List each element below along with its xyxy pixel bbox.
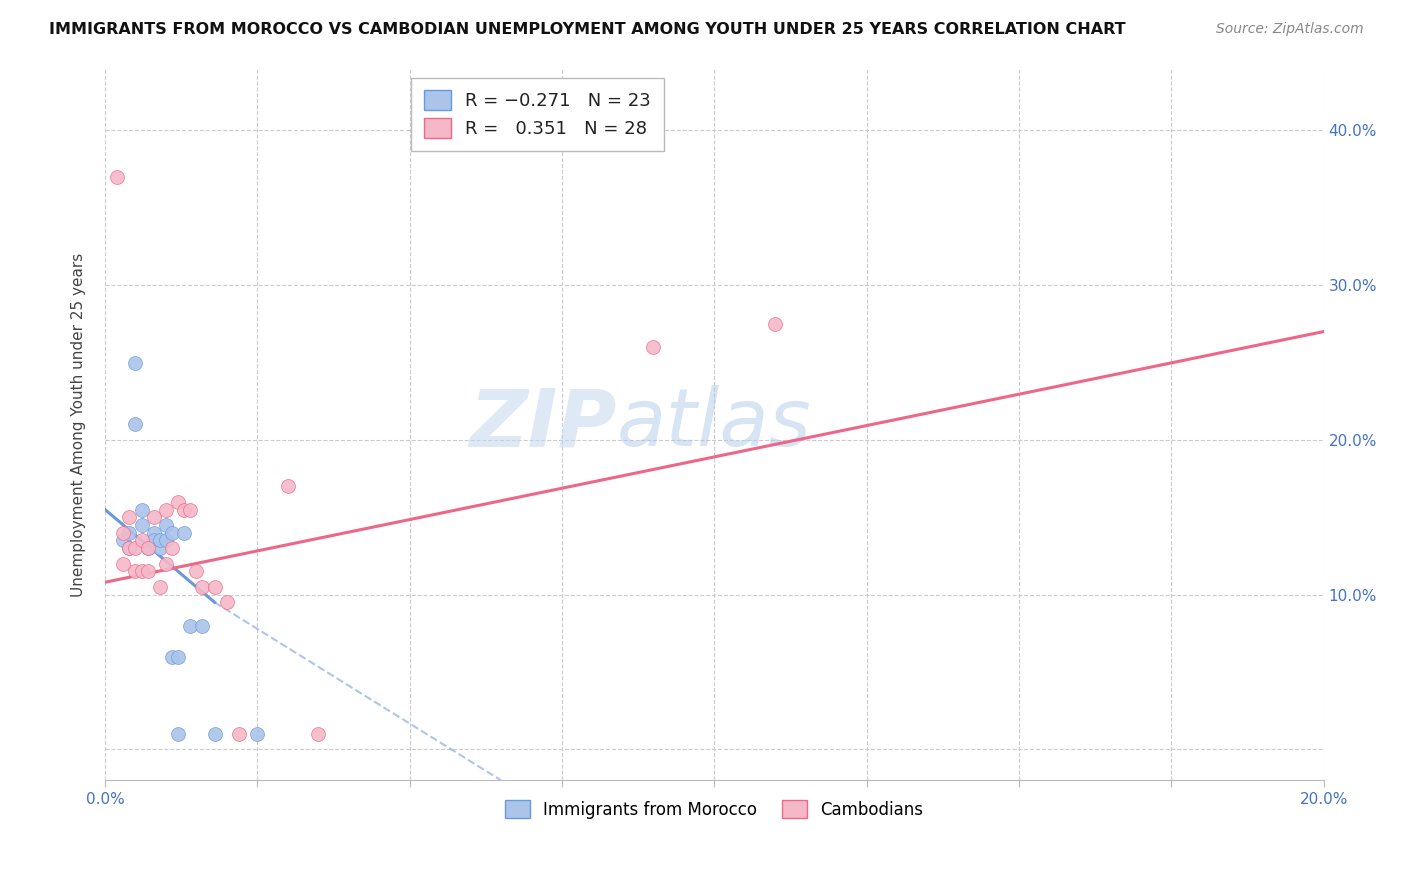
Point bbox=[155, 557, 177, 571]
Point bbox=[246, 727, 269, 741]
Point bbox=[142, 525, 165, 540]
Text: ZIP: ZIP bbox=[470, 385, 617, 464]
Point bbox=[179, 502, 201, 516]
Point bbox=[277, 479, 299, 493]
Point bbox=[167, 727, 190, 741]
Point bbox=[155, 502, 177, 516]
Point bbox=[160, 649, 183, 664]
Point bbox=[118, 541, 141, 556]
Point bbox=[105, 169, 128, 184]
Point bbox=[173, 502, 195, 516]
Point bbox=[186, 565, 208, 579]
Point bbox=[142, 510, 165, 524]
Point bbox=[131, 533, 153, 548]
Point bbox=[173, 525, 195, 540]
Point bbox=[149, 533, 172, 548]
Text: IMMIGRANTS FROM MOROCCO VS CAMBODIAN UNEMPLOYMENT AMONG YOUTH UNDER 25 YEARS COR: IMMIGRANTS FROM MOROCCO VS CAMBODIAN UNE… bbox=[49, 22, 1126, 37]
Point bbox=[228, 727, 250, 741]
Point bbox=[118, 525, 141, 540]
Point bbox=[131, 502, 153, 516]
Point bbox=[179, 618, 201, 632]
Point bbox=[307, 727, 329, 741]
Point bbox=[112, 525, 135, 540]
Point bbox=[136, 565, 159, 579]
Point bbox=[124, 417, 146, 432]
Point bbox=[118, 541, 141, 556]
Legend: Immigrants from Morocco, Cambodians: Immigrants from Morocco, Cambodians bbox=[498, 793, 931, 825]
Y-axis label: Unemployment Among Youth under 25 years: Unemployment Among Youth under 25 years bbox=[72, 252, 86, 597]
Point bbox=[118, 510, 141, 524]
Point bbox=[142, 533, 165, 548]
Point bbox=[112, 533, 135, 548]
Point bbox=[131, 518, 153, 533]
Point bbox=[160, 541, 183, 556]
Point bbox=[124, 565, 146, 579]
Point bbox=[204, 727, 226, 741]
Point bbox=[763, 317, 786, 331]
Point bbox=[155, 533, 177, 548]
Point bbox=[191, 580, 214, 594]
Text: Source: ZipAtlas.com: Source: ZipAtlas.com bbox=[1216, 22, 1364, 37]
Point bbox=[155, 518, 177, 533]
Point bbox=[215, 595, 238, 609]
Point bbox=[167, 495, 190, 509]
Point bbox=[124, 355, 146, 369]
Point bbox=[124, 541, 146, 556]
Point bbox=[204, 580, 226, 594]
Text: atlas: atlas bbox=[617, 385, 811, 464]
Point bbox=[191, 618, 214, 632]
Point bbox=[160, 525, 183, 540]
Point bbox=[643, 340, 665, 354]
Point bbox=[112, 557, 135, 571]
Point bbox=[131, 565, 153, 579]
Point bbox=[149, 580, 172, 594]
Point bbox=[136, 541, 159, 556]
Point bbox=[149, 541, 172, 556]
Point bbox=[136, 541, 159, 556]
Point bbox=[167, 649, 190, 664]
